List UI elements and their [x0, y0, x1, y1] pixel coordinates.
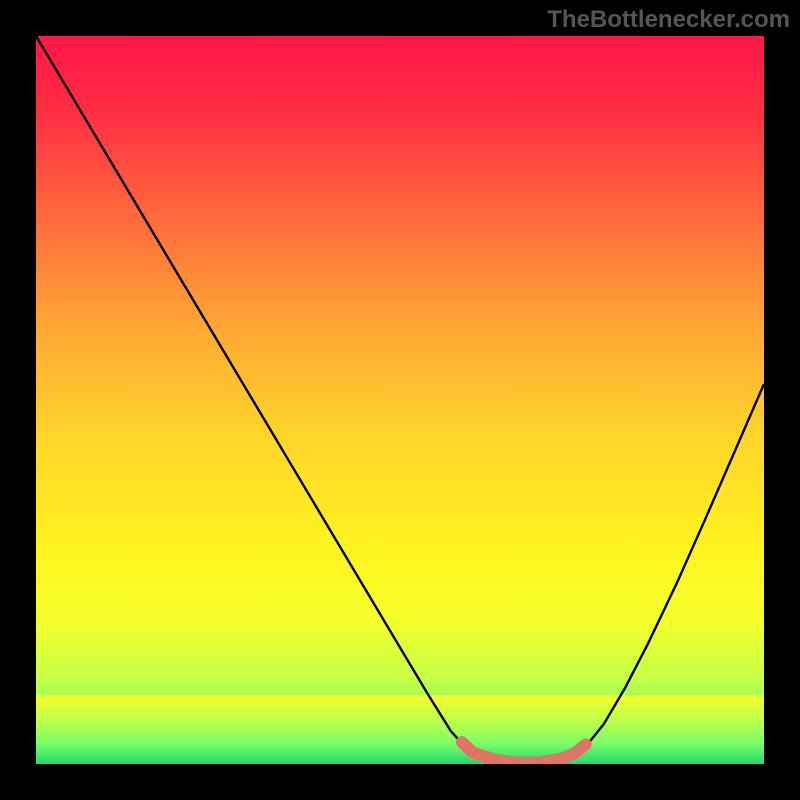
chart-container: TheBottlenecker.com: [0, 0, 800, 800]
green-band: [36, 695, 764, 764]
gradient-background: [36, 36, 764, 764]
watermark-label: TheBottlenecker.com: [547, 6, 790, 34]
plot-svg: [36, 36, 764, 764]
